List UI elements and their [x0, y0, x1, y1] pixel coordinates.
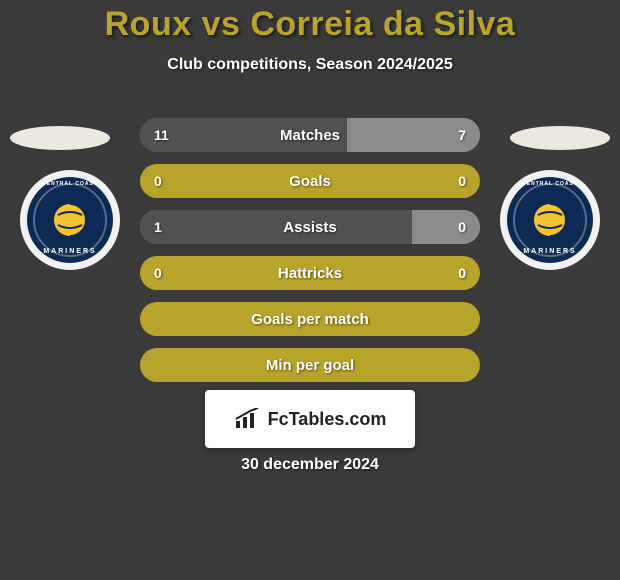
- club-badge-left: CENTRAL COAST MARINERS: [20, 170, 120, 270]
- stats-bars: 11Matches70Goals01Assists00Hattricks0Goa…: [140, 118, 480, 394]
- brand-text: FcTables.com: [268, 409, 387, 430]
- player-shadow-left: [10, 126, 110, 150]
- badge-text-top-right: CENTRAL COAST: [507, 181, 593, 187]
- stat-row: Min per goal: [140, 348, 480, 382]
- badge-text-bottom-left: MARINERS: [27, 248, 113, 255]
- date-text: 30 december 2024: [0, 456, 620, 474]
- brand-chart-icon: [234, 408, 264, 430]
- badge-inner-left: CENTRAL COAST MARINERS: [27, 177, 113, 263]
- comparison-card: Roux vs Correia da Silva Club competitio…: [0, 0, 620, 580]
- badge-ball-right: [533, 203, 567, 237]
- stat-row: 11Matches7: [140, 118, 480, 152]
- page-title: Roux vs Correia da Silva: [0, 5, 620, 44]
- stat-label: Goals: [140, 164, 480, 198]
- stat-row: 0Goals0: [140, 164, 480, 198]
- stat-value-right: 0: [442, 173, 466, 189]
- badge-ball-left: [53, 203, 87, 237]
- stat-label: Assists: [140, 210, 480, 244]
- badge-text-top-left: CENTRAL COAST: [27, 181, 113, 187]
- stat-label: Matches: [140, 118, 480, 152]
- stat-row: Goals per match: [140, 302, 480, 336]
- stat-label: Hattricks: [140, 256, 480, 290]
- stat-row: 0Hattricks0: [140, 256, 480, 290]
- stat-value-right: 7: [442, 127, 466, 143]
- badge-text-bottom-right: MARINERS: [507, 248, 593, 255]
- player-shadow-right: [510, 126, 610, 150]
- stat-value-right: 0: [442, 219, 466, 235]
- subtitle: Club competitions, Season 2024/2025: [0, 56, 620, 74]
- stat-label: Min per goal: [140, 348, 480, 382]
- brand-box: FcTables.com: [205, 390, 415, 448]
- stat-row: 1Assists0: [140, 210, 480, 244]
- stat-label: Goals per match: [140, 302, 480, 336]
- stat-value-right: 0: [442, 265, 466, 281]
- badge-inner-right: CENTRAL COAST MARINERS: [507, 177, 593, 263]
- club-badge-right: CENTRAL COAST MARINERS: [500, 170, 600, 270]
